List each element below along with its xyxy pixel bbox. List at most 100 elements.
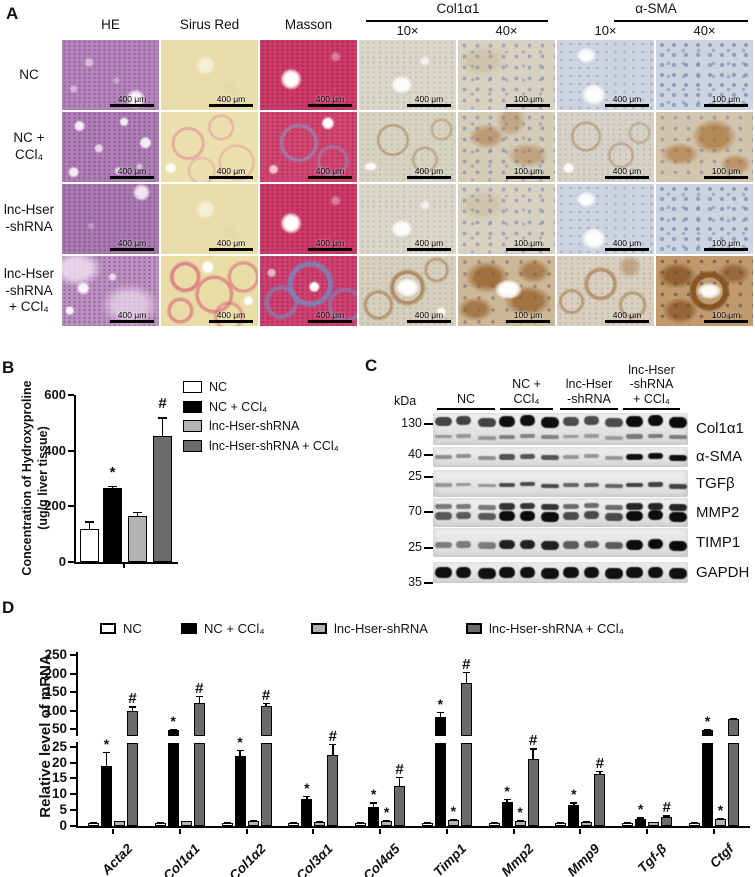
legend-item: NC — [100, 621, 142, 636]
micrograph-r2-c2: 400 μm — [161, 112, 258, 182]
scale-bar-line — [308, 248, 352, 251]
error-bar-cap — [596, 770, 604, 772]
bar-lower-NC + CCl₄-Ctgf — [701, 742, 713, 826]
protein-band — [435, 434, 452, 439]
protein-band — [583, 540, 599, 549]
bar-lnc-Hser-shRNA + CCl₄ — [153, 435, 172, 562]
y-tick-label: 0 — [59, 818, 67, 833]
y-axis-tick — [68, 561, 74, 563]
y-tick-label: 0 — [58, 554, 66, 569]
legend-swatch — [466, 623, 482, 634]
protein-band — [668, 483, 687, 489]
protein-band — [456, 511, 472, 520]
protein-label-GAPDH: GAPDH — [696, 563, 750, 581]
category-label-Mmp9: Mmp9 — [564, 841, 603, 877]
protein-band — [520, 539, 536, 549]
y-axis-tick — [70, 825, 77, 827]
row-label-lnc-hser-ccl4: lnc-Hser -shRNA + CCl₄ — [3, 265, 55, 315]
error-bar-cap — [133, 511, 142, 514]
protein-band — [668, 416, 687, 428]
sig-marker: # — [662, 799, 671, 817]
y-axis-tick — [70, 793, 77, 796]
scale-bar: 400 μm — [110, 94, 154, 107]
panel-b-label: B — [2, 358, 15, 377]
bar-lnc-Hser-shRNA + CCl₄-Mmp9 — [594, 774, 606, 826]
bar-lower-lnc-Hser-shRNA + CCl₄-Ctgf — [727, 742, 739, 826]
protein-band — [626, 415, 643, 427]
bar-lnc-Hser-shRNA + CCl₄-Col4α5 — [394, 786, 406, 826]
micrograph-r3-c6: 400 μm — [557, 184, 654, 254]
bar-NC-Timp1 — [421, 822, 433, 826]
error-bar — [198, 695, 200, 704]
micrograph-grid: 400 μm 400 μm 400 μm 400 μm 100 μm 400 μm 100 … — [62, 40, 753, 326]
micrograph-r4-c6: 400 μm — [557, 256, 654, 326]
bar-lower-lnc-Hser-shRNA + CCl₄-Col1α2 — [260, 742, 272, 826]
protein-band — [583, 454, 599, 459]
protein-band — [583, 511, 599, 520]
group-underline — [437, 408, 495, 410]
bar-NC-Mmp9 — [555, 822, 567, 826]
scale-bar-line — [605, 248, 649, 251]
protein-band — [605, 504, 623, 511]
protein-label-Col1α1: Col1α1 — [696, 420, 744, 437]
y-tick-label: 600 — [44, 387, 66, 403]
micrograph-r1-c6: 400 μm — [557, 40, 654, 110]
x-axis-tick — [178, 828, 181, 834]
bar-lnc-Hser-shRNA-Col1α2 — [247, 820, 259, 826]
mag-label-asma-10x: 10× — [594, 23, 617, 38]
bar-lnc-Hser-shRNA-Timp1 — [447, 819, 459, 826]
protein-band — [647, 510, 663, 521]
scale-bar-label: 400 μm — [117, 165, 147, 176]
micrograph-r3-c5: 100 μm — [458, 184, 555, 254]
scale-bar-line — [209, 176, 253, 179]
asma-underline — [614, 20, 748, 22]
bar-lnc-Hser-shRNA + CCl₄-Col3α1 — [327, 754, 339, 826]
error-bar-cap — [108, 485, 117, 488]
micrograph-r4-c1: 400 μm — [62, 256, 159, 326]
scale-bar-line — [506, 248, 550, 251]
scale-bar-label: 400 μm — [612, 165, 642, 176]
protein-band — [541, 504, 559, 511]
scale-bar-label: 400 μm — [612, 237, 642, 248]
scale-bar-label: 400 μm — [216, 237, 246, 248]
legend-item: lnc-Hser-shRNA — [183, 419, 299, 433]
legend-item: NC + CCl₄ — [183, 400, 267, 414]
error-bar-cap — [262, 702, 270, 704]
protein-band — [562, 504, 580, 510]
protein-band — [626, 567, 643, 578]
sig-marker: # — [158, 395, 167, 413]
sig-marker: * — [517, 803, 523, 820]
bar-upper-NC + CCl₄-Ctgf — [701, 730, 713, 736]
sig-marker: * — [437, 695, 444, 712]
bar-lower-lnc-Hser-shRNA + CCl₄-Col1α1 — [193, 742, 205, 826]
error-bar — [398, 776, 401, 787]
protein-label-MMP2: MMP2 — [696, 503, 740, 521]
y-tick-label: 200 — [44, 665, 67, 681]
scale-bar: 100 μm — [704, 166, 748, 179]
x-axis-tick — [112, 828, 114, 834]
x-axis-line — [76, 826, 750, 829]
scale-bar-label: 100 μm — [513, 309, 543, 320]
column-group-col1a1: Col1α1 — [436, 1, 480, 16]
bar-NC-Ctgf — [688, 822, 700, 826]
protein-band — [626, 539, 643, 550]
protein-band — [456, 416, 472, 426]
legend-item: NC + CCl₄ — [181, 621, 265, 636]
category-label-Timp1: Timp1 — [430, 841, 470, 877]
bar-NC + CCl₄-Tgf-β — [635, 818, 647, 826]
bar-upper-lnc-Hser-shRNA + CCl₄-Col1α2 — [260, 706, 272, 736]
scale-bar: 400 μm — [605, 165, 649, 179]
bar-upper-lnc-Hser-shRNA + CCl₄-Acta2 — [127, 711, 138, 736]
protein-band — [647, 539, 663, 550]
error-bar-cap — [129, 706, 136, 708]
legend-label: NC + CCl₄ — [209, 399, 268, 414]
scale-bar-line — [407, 176, 451, 179]
error-bar-cap — [637, 817, 645, 819]
bar-NC-Acta2 — [88, 822, 99, 826]
protein-band — [626, 503, 643, 511]
bar-lnc-Hser-shRNA-Col4α5 — [381, 820, 393, 826]
sig-marker: * — [370, 786, 377, 803]
scale-bar-label: 400 μm — [315, 93, 345, 104]
panel-d-label: D — [2, 598, 15, 617]
